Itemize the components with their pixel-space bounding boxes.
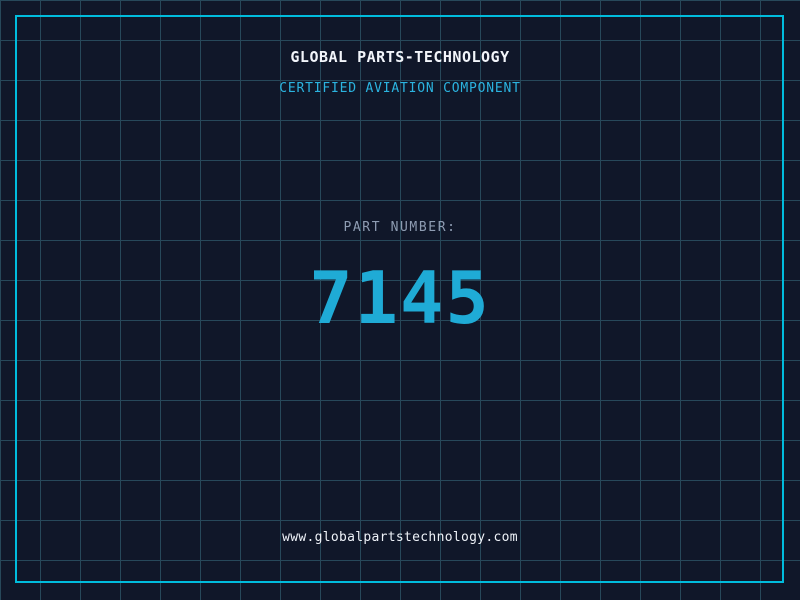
footer-website-url: www.globalpartstechnology.com — [282, 530, 518, 545]
part-number-label: PART NUMBER: — [343, 220, 457, 235]
part-number-value: 7145 — [309, 256, 491, 340]
company-subtitle: CERTIFIED AVIATION COMPONENT — [279, 81, 521, 96]
company-title: GLOBAL PARTS-TECHNOLOGY — [290, 48, 510, 66]
